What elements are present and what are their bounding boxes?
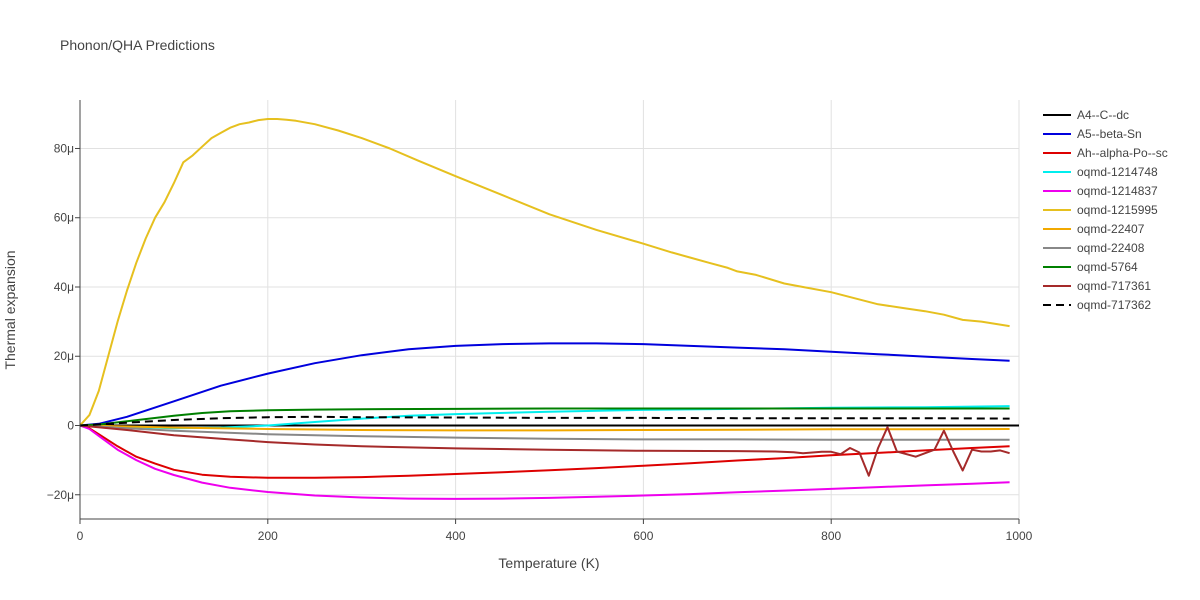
series-line-oqmd-22408 — [79, 424, 1010, 441]
series-line-oqmd-717361 — [79, 424, 1010, 477]
grid — [80, 100, 1020, 519]
legend-item-oqmd-1214837[interactable]: oqmd-1214837 — [1043, 184, 1158, 198]
y-tick-label: 40μ — [54, 280, 74, 294]
series-line-oqmd-5764 — [79, 407, 1010, 427]
legend-item-oqmd-5764[interactable]: oqmd-5764 — [1043, 260, 1138, 274]
legend-label: oqmd-1214748 — [1077, 165, 1158, 179]
legend-item-A5--beta-Sn[interactable]: A5--beta-Sn — [1043, 127, 1142, 141]
y-tick-label: 0 — [67, 419, 74, 433]
series-line-oqmd-1215995 — [79, 118, 1010, 427]
legend-label: oqmd-717361 — [1077, 279, 1151, 293]
x-axis-title: Temperature (K) — [498, 555, 599, 571]
legend-label: oqmd-1215995 — [1077, 203, 1158, 217]
y-tick-label: 20μ — [54, 349, 74, 363]
series-line-A5--beta-Sn — [79, 342, 1010, 427]
legend-label: Ah--alpha-Po--sc — [1077, 146, 1168, 160]
x-tick-label: 1000 — [1006, 529, 1033, 543]
x-tick-label: 600 — [633, 529, 653, 543]
x-tick-label: 200 — [258, 529, 278, 543]
legend-item-Ah--alpha-Po--sc[interactable]: Ah--alpha-Po--sc — [1043, 146, 1168, 160]
series-line-oqmd-1214837 — [79, 424, 1010, 500]
legend-item-oqmd-717361[interactable]: oqmd-717361 — [1043, 279, 1151, 293]
x-tick-label: 400 — [446, 529, 466, 543]
legend-item-oqmd-22407[interactable]: oqmd-22407 — [1043, 222, 1145, 236]
y-tick-label: 60μ — [54, 211, 74, 225]
legend-item-oqmd-22408[interactable]: oqmd-22408 — [1043, 241, 1145, 255]
legend-label: A4--C--dc — [1077, 108, 1129, 122]
y-tick-label: −20μ — [47, 488, 74, 502]
legend-item-oqmd-1215995[interactable]: oqmd-1215995 — [1043, 203, 1158, 217]
legend-label: oqmd-22407 — [1077, 222, 1145, 236]
legend-item-oqmd-717362[interactable]: oqmd-717362 — [1043, 298, 1151, 312]
x-tick-label: 0 — [77, 529, 84, 543]
chart-title: Phonon/QHA Predictions — [60, 37, 215, 53]
legend-label: A5--beta-Sn — [1077, 127, 1142, 141]
y-axis-title: Thermal expansion — [2, 250, 18, 369]
series-line-oqmd-22407 — [79, 424, 1010, 432]
legend-label: oqmd-5764 — [1077, 260, 1138, 274]
legend-item-A4--C--dc[interactable]: A4--C--dc — [1043, 108, 1129, 122]
series-line-Ah--alpha-Po--sc — [79, 424, 1010, 479]
y-tick-label: 80μ — [54, 141, 74, 155]
legend-label: oqmd-717362 — [1077, 298, 1151, 312]
legend-label: oqmd-1214837 — [1077, 184, 1158, 198]
axes: 0 200 400 600 800 1000 −20μ 0 20μ 40μ 60μ 80μ — [47, 100, 1033, 543]
series-line-oqmd-717362 — [79, 415, 1010, 427]
legend-label: oqmd-22408 — [1077, 241, 1145, 255]
legend: A4--C--dc A5--beta-Sn Ah--alpha-Po--sc oqmd… — [1043, 108, 1168, 312]
x-tick-label: 800 — [821, 529, 841, 543]
series-layer — [79, 118, 1019, 500]
legend-item-oqmd-1214748[interactable]: oqmd-1214748 — [1043, 165, 1158, 179]
